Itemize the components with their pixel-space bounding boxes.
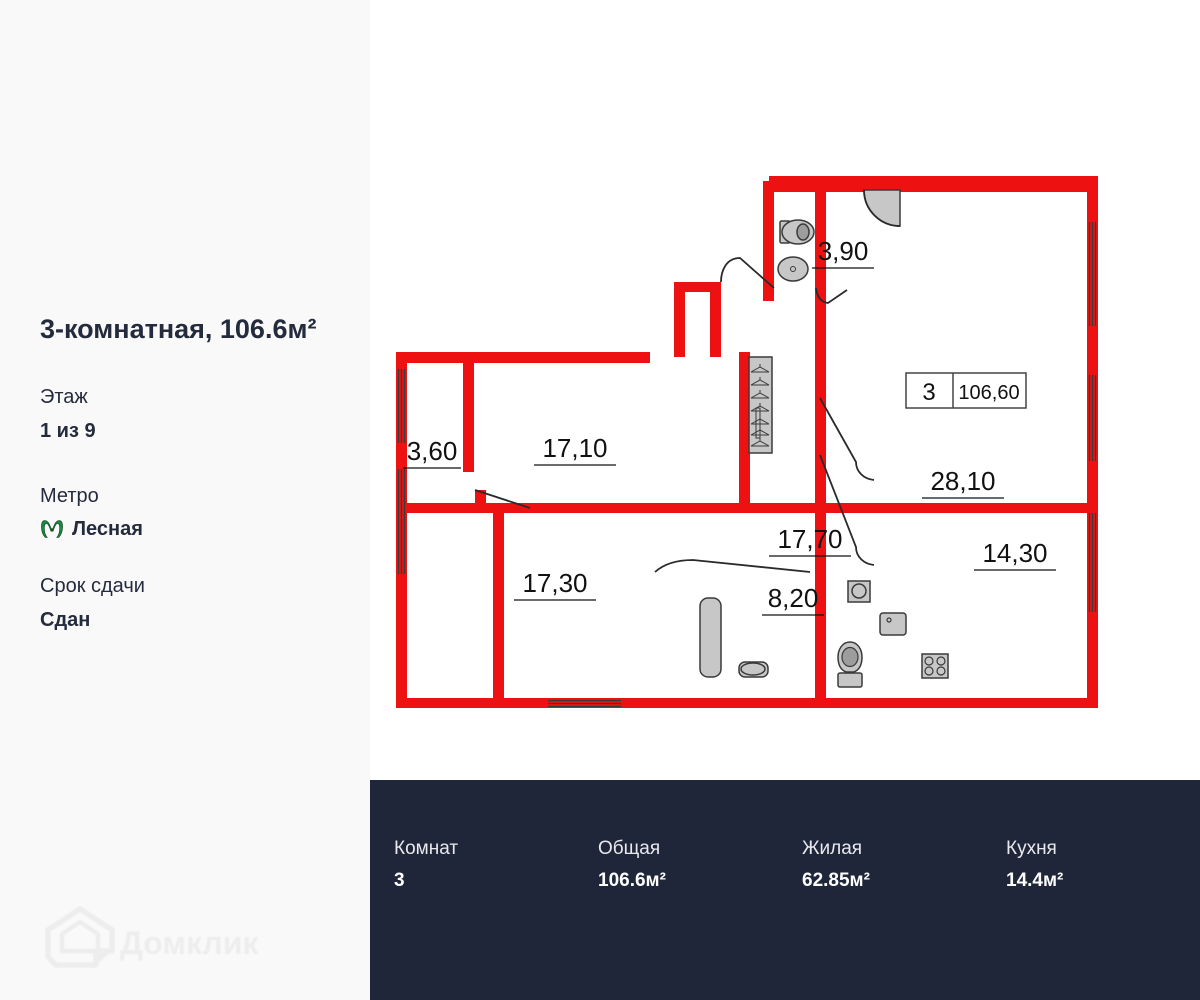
svg-text:17,30: 17,30 (522, 568, 587, 598)
svg-text:8,20: 8,20 (768, 583, 819, 613)
svg-text:3,90: 3,90 (818, 236, 869, 266)
svg-text:106,60: 106,60 (958, 382, 1019, 404)
svg-text:14,30: 14,30 (982, 538, 1047, 568)
svg-text:3,60: 3,60 (407, 436, 458, 466)
svg-text:3: 3 (922, 379, 935, 406)
svg-text:17,70: 17,70 (777, 524, 842, 554)
svg-text:28,10: 28,10 (930, 466, 995, 496)
svg-text:17,10: 17,10 (542, 433, 607, 463)
